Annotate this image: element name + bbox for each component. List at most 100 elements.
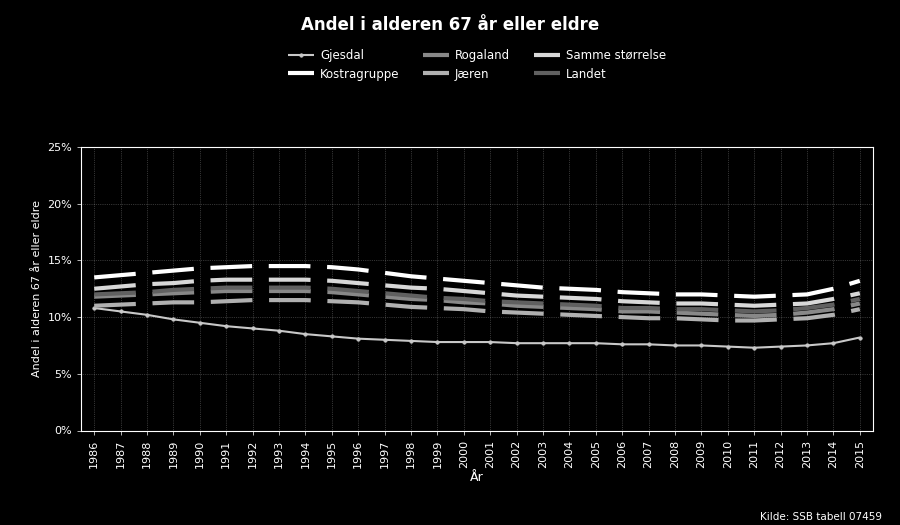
Landet [141,289,152,295]
Landet [432,295,443,301]
Samme størrelse [274,277,284,283]
Rogaland [274,288,284,294]
Kostragruppe [353,266,364,272]
Line: Rogaland: Rogaland [94,291,860,316]
Jæren [300,297,310,303]
Kostragruppe [274,263,284,269]
Kostragruppe [406,273,417,279]
Landet [749,308,760,314]
Kostragruppe [564,286,575,292]
Text: Andel i alderen 67 år eller eldre: Andel i alderen 67 år eller eldre [301,16,599,34]
Landet [616,305,627,311]
Rogaland [458,299,469,306]
Jæren [511,309,522,316]
Gjesdal [511,340,522,346]
Samme størrelse [194,278,205,284]
Landet [248,285,258,291]
Kostragruppe [828,286,839,292]
Samme størrelse [670,300,680,307]
Rogaland [511,302,522,309]
Kostragruppe [723,292,734,299]
Jæren [248,297,258,303]
Kostragruppe [775,292,786,299]
Samme størrelse [115,284,126,290]
Samme størrelse [616,298,627,304]
Rogaland [696,311,706,317]
Rogaland [485,300,496,307]
Gjesdal [828,340,839,346]
Jæren [590,313,601,319]
Landet [696,306,706,312]
Text: Kilde: SSB tabell 07459: Kilde: SSB tabell 07459 [760,512,882,522]
Jæren [802,315,813,321]
Landet [168,287,179,293]
Kostragruppe [220,264,231,270]
Gjesdal [696,342,706,349]
Kostragruppe [696,291,706,298]
Landet [300,285,310,291]
Kostragruppe [511,282,522,289]
Gjesdal [89,305,100,311]
Kostragruppe [379,270,390,276]
Jæren [379,301,390,308]
Samme størrelse [220,277,231,283]
Gjesdal [168,316,179,322]
Rogaland [300,288,310,294]
Rogaland [564,305,575,311]
Rogaland [89,293,100,300]
Jæren [274,297,284,303]
Jæren [458,306,469,312]
Gjesdal [775,343,786,350]
Legend: Gjesdal, Kostragruppe, Rogaland, Jæren, Samme størrelse, Landet: Gjesdal, Kostragruppe, Rogaland, Jæren, … [284,45,670,84]
Landet [485,298,496,304]
Line: Jæren: Jæren [94,300,860,320]
Gjesdal [300,331,310,337]
Gjesdal [458,339,469,345]
Jæren [220,298,231,304]
Landet [406,292,417,299]
Gjesdal [644,341,654,348]
Rogaland [828,306,839,312]
Samme størrelse [379,282,390,289]
Landet [379,290,390,297]
Gjesdal [537,340,548,346]
Jæren [749,317,760,323]
Kostragruppe [300,263,310,269]
Landet [511,299,522,306]
Samme størrelse [828,296,839,302]
Rogaland [670,309,680,316]
Kostragruppe [248,263,258,269]
Gjesdal [723,343,734,350]
Gjesdal [616,341,627,348]
Rogaland [537,304,548,310]
Landet [590,302,601,309]
Samme størrelse [564,295,575,301]
Samme størrelse [458,288,469,294]
Gjesdal [564,340,575,346]
Rogaland [644,308,654,314]
Y-axis label: Andel i alderen 67 år eller eldre: Andel i alderen 67 år eller eldre [32,200,41,377]
Gjesdal [379,337,390,343]
Samme størrelse [802,300,813,307]
Kostragruppe [644,290,654,297]
Landet [458,296,469,302]
Kostragruppe [802,291,813,298]
Jæren [828,312,839,318]
Samme størrelse [353,280,364,286]
Rogaland [723,312,734,318]
Kostragruppe [854,278,865,284]
Jæren [406,304,417,310]
Jæren [564,312,575,318]
Samme størrelse [511,292,522,299]
Kostragruppe [115,272,126,278]
Rogaland [248,288,258,294]
Samme størrelse [537,293,548,300]
Gjesdal [220,323,231,329]
Samme størrelse [749,302,760,309]
Gjesdal [749,344,760,351]
Gjesdal [802,342,813,349]
Jæren [168,299,179,306]
Rogaland [141,291,152,298]
Samme størrelse [406,285,417,291]
Line: Samme størrelse: Samme størrelse [94,280,860,306]
